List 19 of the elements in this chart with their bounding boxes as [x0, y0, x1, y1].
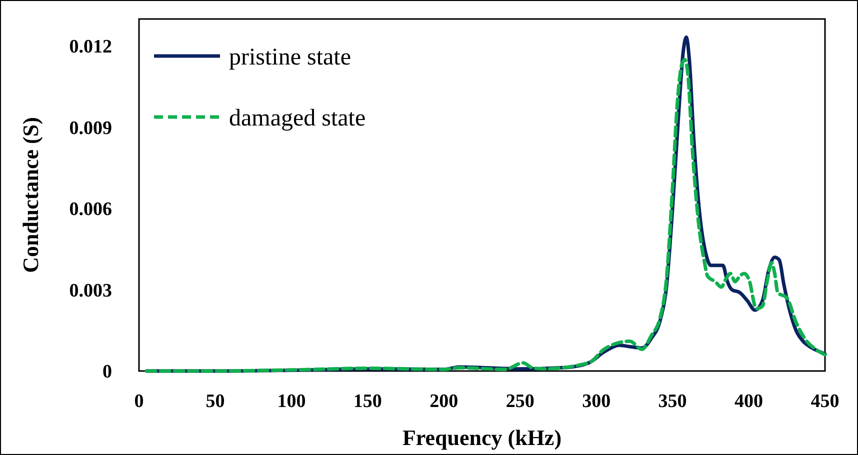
x-tick-label: 300 — [582, 391, 611, 412]
x-tick-label: 350 — [658, 391, 687, 412]
x-tick-label: 450 — [810, 391, 840, 412]
x-tick-label: 0 — [134, 391, 144, 412]
y-axis-title: Conductance (S) — [18, 117, 43, 273]
x-tick-label: 400 — [734, 391, 764, 412]
x-tick-label: 250 — [506, 391, 534, 412]
x-axis-title: Frequency (kHz) — [402, 425, 562, 450]
y-tick-label: 0.003 — [69, 280, 112, 302]
legend-label: damaged state — [229, 105, 366, 132]
x-tick-label: 50 — [206, 391, 225, 412]
legend-label: pristine state — [229, 44, 351, 70]
y-tick-label: 0.006 — [69, 199, 112, 220]
x-tick-label: 150 — [353, 391, 382, 412]
x-tick-label: 100 — [277, 391, 306, 412]
x-tick-label: 200 — [430, 391, 458, 412]
y-tick-label: 0.009 — [69, 118, 112, 139]
y-tick-label: 0.012 — [69, 36, 112, 58]
y-tick-label: 0 — [102, 362, 112, 383]
